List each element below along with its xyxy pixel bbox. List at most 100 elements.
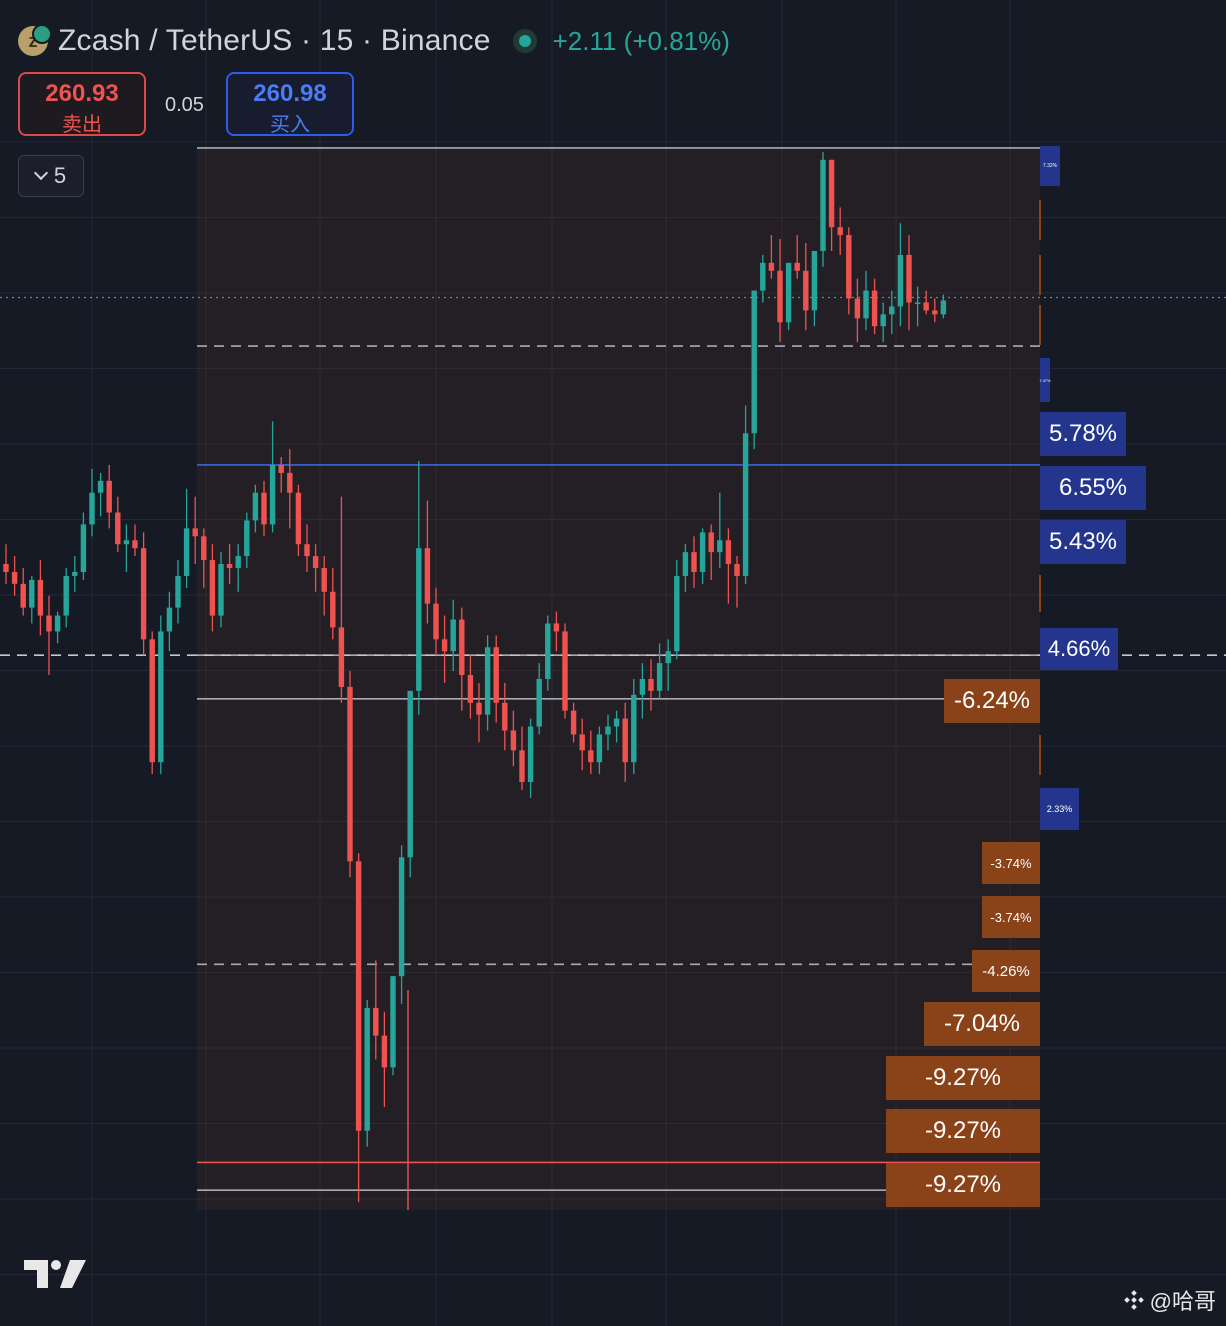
candle-body xyxy=(570,710,577,735)
candle-body xyxy=(846,235,852,299)
percent-tag[interactable]: -9.27% xyxy=(886,1056,1040,1100)
candle-body xyxy=(914,302,921,304)
candle-body xyxy=(717,540,723,553)
exchange-label: Binance xyxy=(380,24,491,57)
chevron-down-icon xyxy=(33,165,48,181)
percent-tag[interactable]: 4.66% xyxy=(1040,628,1118,670)
sell-price: 260.93 xyxy=(45,80,119,107)
candle-body xyxy=(502,702,508,731)
candle-body xyxy=(450,619,456,652)
percent-tag[interactable]: 7.32% xyxy=(1040,146,1060,186)
candle-body xyxy=(622,718,628,763)
candle-body xyxy=(244,520,250,557)
percent-tag[interactable]: -3.74% xyxy=(982,842,1040,884)
candle-body xyxy=(923,302,929,311)
candle-body xyxy=(510,730,517,751)
candle-body xyxy=(699,532,706,572)
candle-body xyxy=(330,591,336,628)
binance-square-icon xyxy=(1123,1290,1144,1310)
candle-body xyxy=(407,690,413,858)
market-open-status-icon xyxy=(512,29,537,53)
candle-body xyxy=(140,548,147,640)
candle-body xyxy=(708,532,714,553)
watermark: @哈哥 xyxy=(1123,1284,1216,1316)
candle-body xyxy=(192,528,198,537)
candle-body xyxy=(820,159,826,251)
candle-body xyxy=(889,306,895,315)
candle-body xyxy=(631,694,637,763)
percent-tag[interactable]: 2.33% xyxy=(1040,788,1079,830)
candle-body xyxy=(226,564,233,568)
candle-body xyxy=(803,270,809,311)
candle-body xyxy=(261,492,267,525)
candle-body xyxy=(441,639,448,652)
candle-body xyxy=(312,556,319,568)
candle-body xyxy=(201,536,207,561)
candle-body xyxy=(433,603,439,640)
percent-tag[interactable]: 5.78% xyxy=(1040,412,1126,456)
candle-body xyxy=(562,631,568,711)
candle-body xyxy=(734,564,740,576)
candle-body xyxy=(355,861,362,1131)
candle-body xyxy=(484,647,491,715)
candle-body xyxy=(588,750,594,763)
percent-tag[interactable]: -9.27% xyxy=(886,1109,1040,1153)
buy-button[interactable]: 260.98 买入 xyxy=(226,72,354,136)
candle-body xyxy=(398,857,405,977)
candle-body xyxy=(596,734,603,763)
candle-body xyxy=(97,480,104,493)
buy-price: 260.98 xyxy=(253,80,327,107)
candle-body xyxy=(89,492,95,525)
candle-body xyxy=(476,702,482,715)
candle-body xyxy=(158,631,164,763)
candle-body xyxy=(777,270,783,323)
candle-body xyxy=(897,254,904,307)
candle-body xyxy=(837,227,843,236)
sell-button[interactable]: 260.93 卖出 xyxy=(18,72,146,136)
percent-tag[interactable]: -4.26% xyxy=(972,950,1040,992)
candle-body xyxy=(768,262,775,271)
percent-tag[interactable]: 6.55% xyxy=(1040,466,1146,510)
candle-body xyxy=(218,564,224,616)
candle-body xyxy=(115,512,121,545)
candle-body xyxy=(63,575,69,616)
candle-body xyxy=(416,548,422,691)
candle-body xyxy=(459,619,465,675)
candle-body xyxy=(665,651,671,664)
interval-label: 15 xyxy=(319,24,354,57)
candle-body xyxy=(536,678,542,727)
candle-body xyxy=(166,607,173,632)
price-change: +2.11 (+0.81%) xyxy=(552,25,730,56)
percent-tag[interactable]: 7.47% xyxy=(1039,358,1051,402)
symbol-name: Zcash / TetherUS xyxy=(58,24,293,57)
candle-body xyxy=(390,976,396,1068)
indicators-collapse-button[interactable]: 5 xyxy=(18,155,84,197)
percent-tag[interactable]: -7.04% xyxy=(924,1002,1040,1046)
candle-body xyxy=(304,544,310,557)
candle-body xyxy=(321,568,327,592)
candle-body xyxy=(269,464,276,525)
candle-body xyxy=(287,472,293,493)
candle-body xyxy=(338,627,345,687)
candle-body xyxy=(209,560,216,616)
indicator-count: 5 xyxy=(53,163,67,188)
candle-body xyxy=(639,678,646,695)
percent-tag[interactable]: -3.74% xyxy=(982,896,1040,938)
candle-body xyxy=(467,675,474,703)
percent-tag[interactable]: -6.24% xyxy=(944,679,1040,723)
candle-body xyxy=(11,571,18,584)
percent-tag[interactable]: 5.43% xyxy=(1040,520,1126,564)
range-box xyxy=(197,147,1040,1210)
candle-body xyxy=(20,583,26,608)
candle-body xyxy=(29,579,35,608)
candle-body xyxy=(424,548,431,604)
candle-body xyxy=(381,1035,388,1068)
candle-body xyxy=(149,639,155,763)
buy-label: 买入 xyxy=(270,114,310,136)
candle-body xyxy=(553,623,560,632)
candle-body xyxy=(235,556,241,568)
symbol-title[interactable]: Zcash / TetherUS · 15 · Binance xyxy=(58,24,491,57)
percent-tag[interactable]: -9.27% xyxy=(886,1163,1040,1207)
candle-body xyxy=(742,433,749,576)
zcash-coin-icon: z xyxy=(18,24,52,56)
